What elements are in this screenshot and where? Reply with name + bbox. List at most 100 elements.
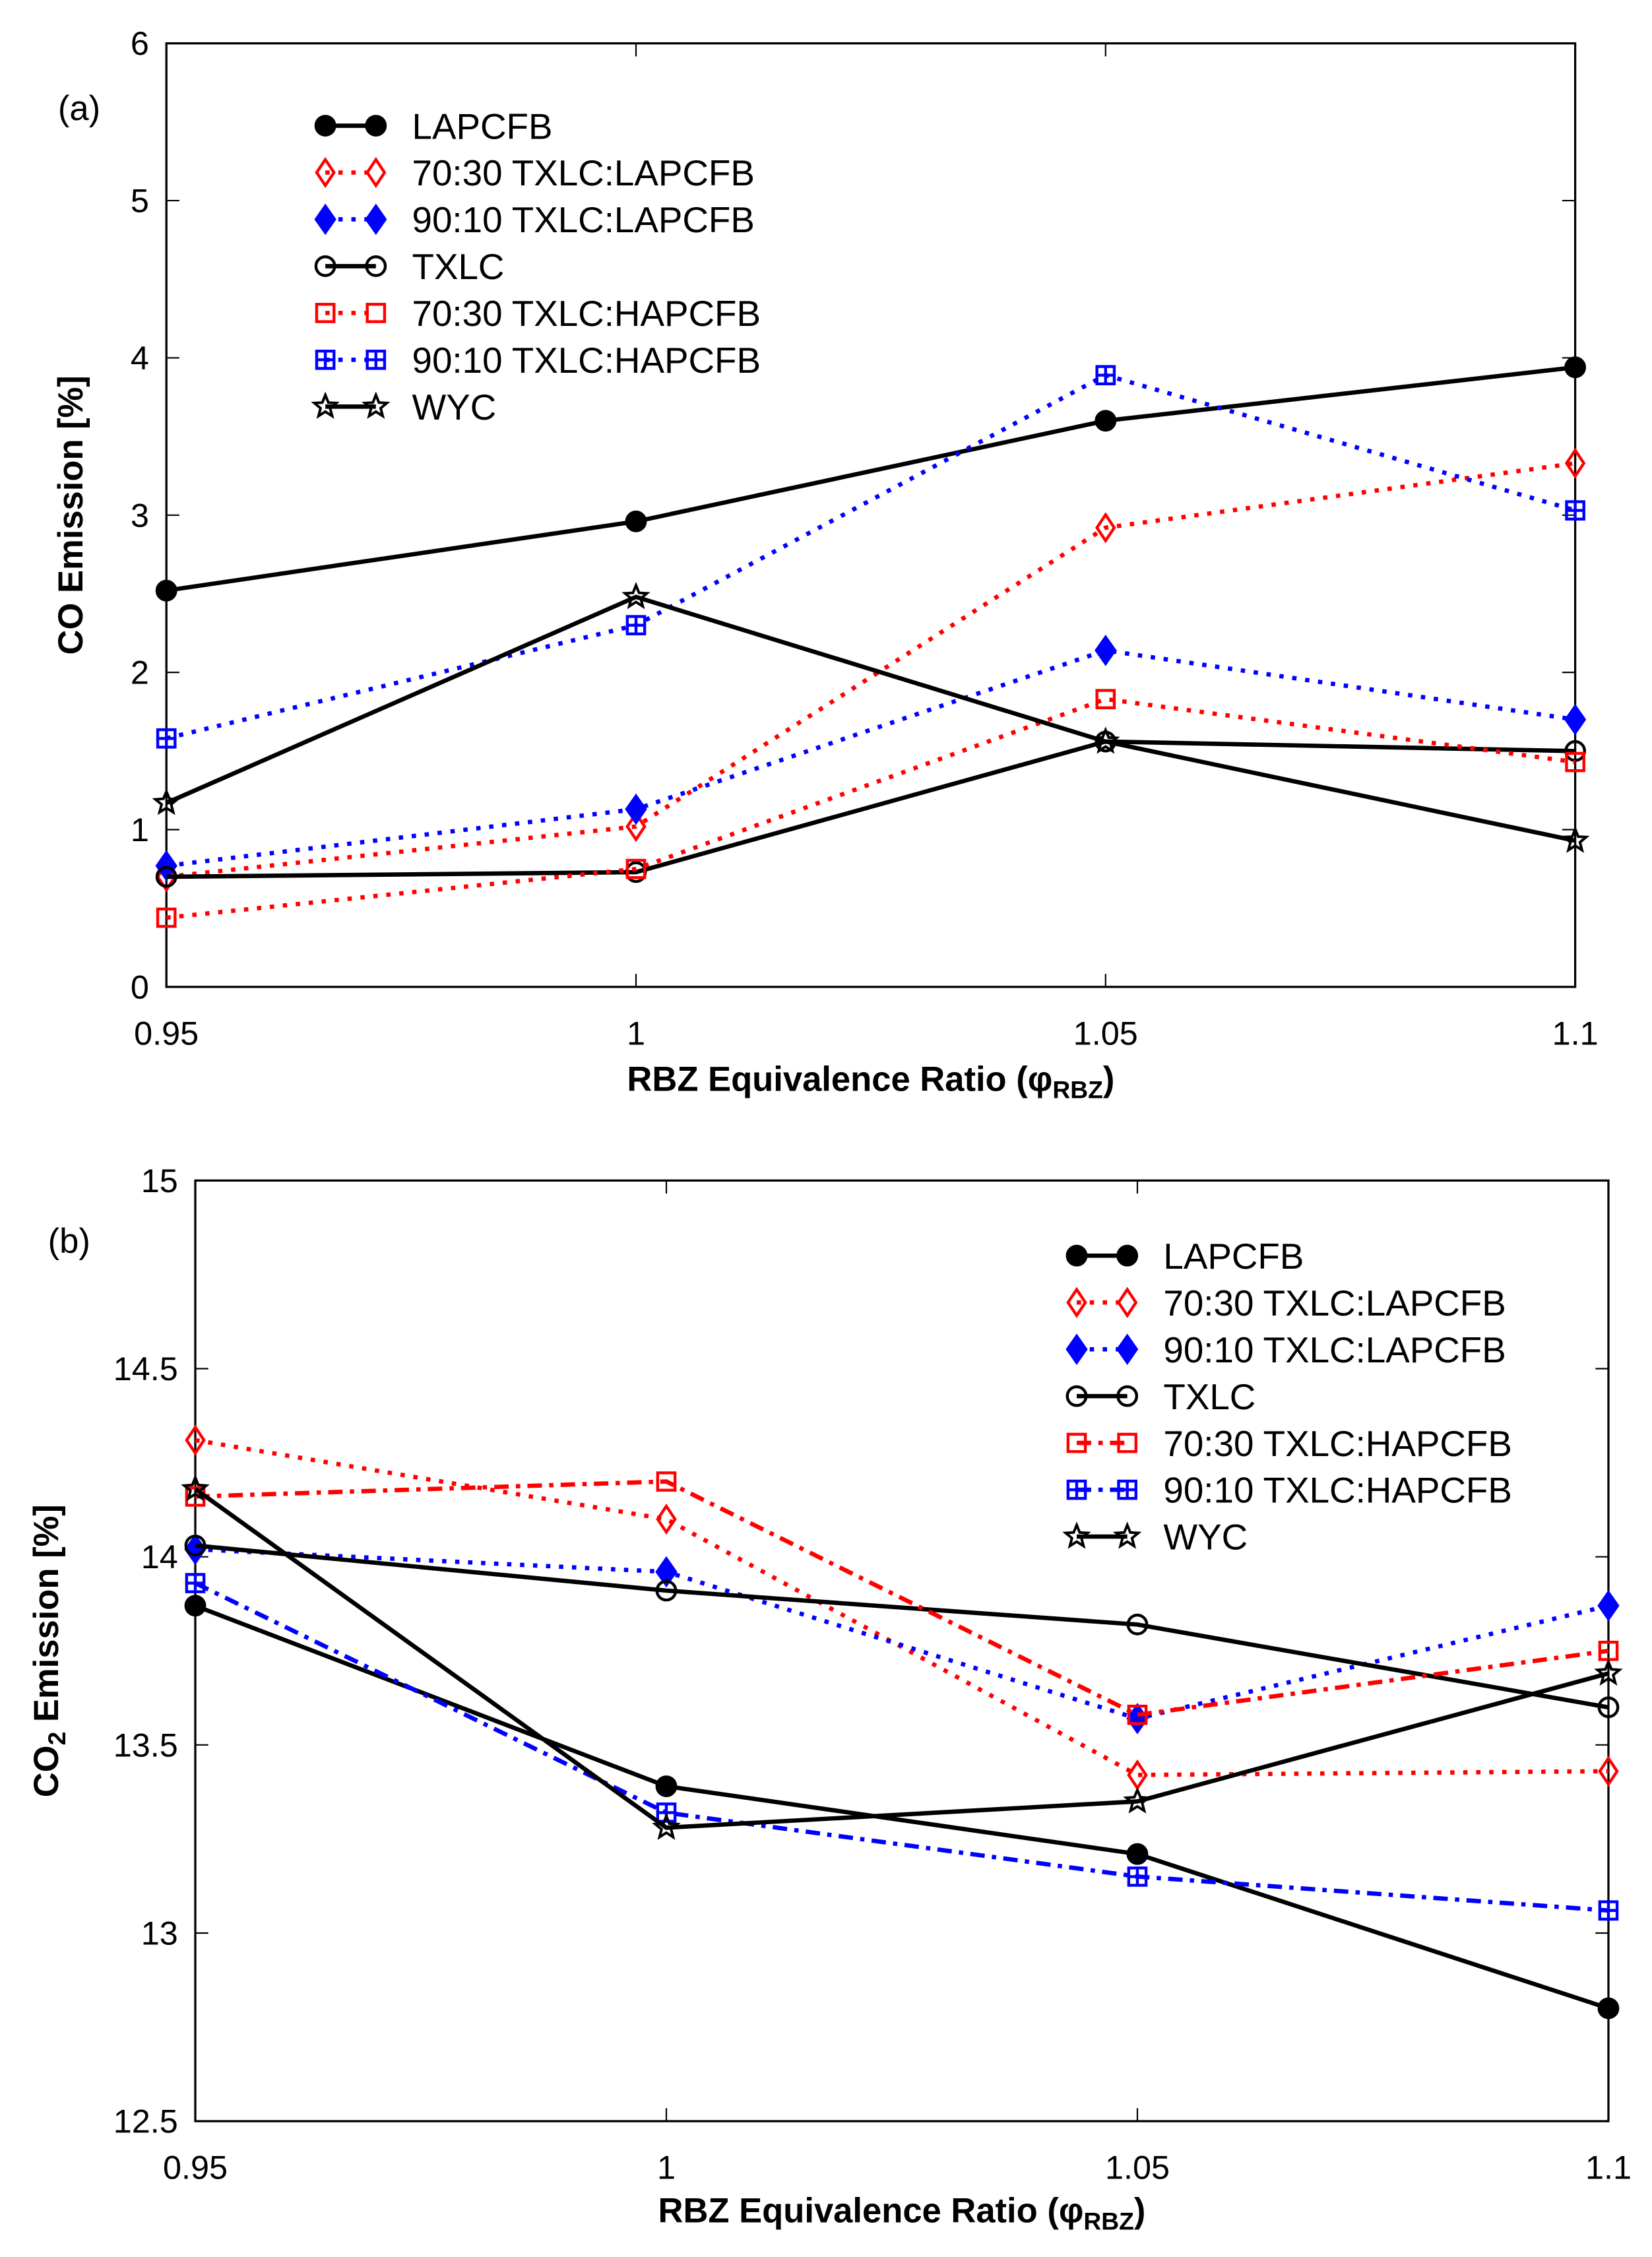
data-point [1126, 1843, 1149, 1865]
legend-label: 90:10 TXLC:LAPCFB [1163, 1329, 1506, 1370]
y-tick-label: 3 [131, 496, 149, 534]
legend-marker [1065, 1385, 1088, 1407]
data-point [156, 728, 177, 749]
chart-panel-a: 0.95 1 1.05 1.1 0 1 2 3 4 5 6 (a) RBZ Equivalence Ra… [51, 24, 1598, 1103]
legend-marker [1117, 1432, 1137, 1453]
legend-marker [1065, 1244, 1088, 1267]
data-point [1564, 703, 1587, 736]
series-90-10-txlc-hapcfb [185, 1573, 1619, 1921]
legend-marker [314, 203, 336, 236]
x-tick-label: 1.05 [1105, 2149, 1170, 2186]
legend-marker [315, 303, 336, 323]
data-point [1126, 1703, 1149, 1734]
legend-entry: 70:30 TXLC:LAPCFB [1066, 1283, 1506, 1323]
legend-entry: WYC [1062, 1517, 1248, 1558]
data-point [625, 510, 647, 532]
data-point [655, 1556, 678, 1588]
x-axis-label-sub: RBZ [1052, 1076, 1103, 1104]
legend-entry: 90:10 TXLC:LAPCFB [1065, 1329, 1506, 1370]
y-tick-label: 4 [131, 339, 149, 377]
data-point [1091, 726, 1120, 754]
legend-marker [314, 255, 336, 277]
data-point [1095, 365, 1116, 385]
data-point [1598, 1756, 1619, 1787]
series-line [165, 594, 1576, 843]
y-axis-label: CO Emission [%] [51, 375, 90, 654]
legend-entry: 70:30 TXLC:LAPCFB [315, 152, 755, 193]
x-tick-label: 1 [657, 2149, 676, 2186]
data-point [1123, 1786, 1152, 1814]
data-point [1560, 825, 1590, 853]
data-point [155, 850, 177, 882]
legend-marker [1065, 1333, 1088, 1365]
legend-marker [315, 156, 336, 189]
series-90-10-txlc-lapcfb [155, 634, 1587, 882]
legend-marker [1112, 1521, 1142, 1549]
data-point [1598, 1900, 1619, 1921]
series-line [166, 461, 1576, 879]
legend-marker [1066, 1287, 1087, 1318]
series-lapcfb [155, 356, 1587, 602]
series-line [194, 1581, 1609, 1913]
data-point [156, 907, 177, 928]
legend-label: TXLC [412, 246, 505, 287]
chart-panel-b: 0.95 1 1.05 1.1 12.5 13 13.5 14 14.5 15 (b) RBZ Equ… [27, 1162, 1632, 2235]
data-point [152, 788, 181, 815]
legend-marker [315, 350, 336, 370]
data-point [1095, 410, 1117, 432]
series-line [195, 1479, 1609, 1717]
y-tick-label: 6 [131, 24, 149, 62]
data-point [1597, 1696, 1620, 1719]
y-tick-label: 2 [131, 654, 149, 691]
data-point [625, 793, 647, 825]
x-tick-label: 1.1 [1585, 2149, 1632, 2186]
legend-entry: 90:10 TXLC:HAPCFB [315, 340, 761, 381]
legend-label: 70:30 TXLC:HAPCFB [412, 293, 761, 334]
legend-entry: 90:10 TXLC:LAPCFB [314, 199, 755, 240]
legend-marker [365, 350, 387, 370]
legend-label: 70:30 TXLC:LAPCFB [1163, 1283, 1506, 1323]
data-point [1127, 1866, 1148, 1887]
legend-entry: WYC [311, 387, 497, 428]
series-line [194, 1487, 1609, 1830]
legend-marker [1116, 1385, 1139, 1407]
legend-marker [311, 391, 340, 419]
legend-label: LAPCFB [1163, 1236, 1304, 1277]
x-axis-label-end: ) [1134, 2191, 1146, 2230]
data-point [1564, 447, 1586, 479]
data-point [621, 581, 651, 610]
legend-label: WYC [412, 387, 497, 428]
y-tick-label: 13 [141, 1914, 178, 1952]
legend-marker [1116, 1244, 1139, 1267]
y-axis-label-end: Emission [%] [27, 1504, 66, 1732]
legend-marker [1062, 1521, 1091, 1549]
series-90-10-txlc-lapcfb [184, 1533, 1620, 1734]
legend-marker [365, 156, 387, 189]
data-point [1095, 689, 1116, 709]
legend-entry: 70:30 TXLC:HAPCFB [1066, 1423, 1512, 1464]
legend-entry: 70:30 TXLC:HAPCFB [315, 293, 761, 334]
x-tick-label: 1.1 [1552, 1014, 1599, 1052]
series-line [166, 373, 1576, 741]
y-tick-label: 0 [131, 968, 149, 1005]
x-axis-label-sub: RBZ [1083, 2207, 1134, 2235]
y-tick-label: 1 [131, 811, 149, 848]
legend-label: 90:10 TXLC:HAPCFB [1163, 1470, 1511, 1511]
series-wyc [152, 581, 1590, 853]
series-line [195, 1438, 1608, 1777]
data-point [1597, 1997, 1620, 2019]
x-axis-label: RBZ Equivalence Ratio (φRBZ) [658, 2191, 1146, 2235]
series-70-30-txlc-hapcfb [156, 689, 1585, 928]
series-txlc [184, 1535, 1620, 1719]
legend-label: 90:10 TXLC:HAPCFB [412, 340, 761, 381]
y-tick-label: 5 [131, 182, 149, 220]
panel-label: (b) [48, 1222, 90, 1261]
series-line [194, 1603, 1609, 2011]
series-line [166, 365, 1575, 593]
x-axis-label-end: ) [1103, 1060, 1115, 1099]
legend-label: LAPCFB [412, 106, 553, 146]
data-point [625, 615, 647, 635]
legend-label: 90:10 TXLC:LAPCFB [412, 199, 755, 240]
legend-marker [365, 255, 387, 277]
